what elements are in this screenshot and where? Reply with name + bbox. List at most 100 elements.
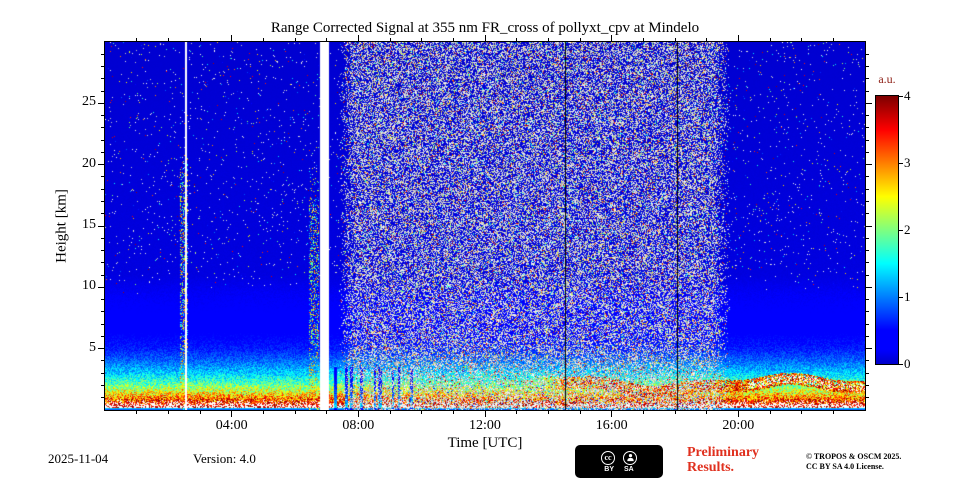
colorbar-tick-label: 0 <box>904 356 911 371</box>
cc-by-sa-badge[interactable]: cc BY SA <box>575 445 663 478</box>
x-tick-label: 16:00 <box>595 418 628 433</box>
tick-mark <box>389 411 391 414</box>
tick-mark <box>101 213 104 215</box>
tick-mark <box>101 127 104 129</box>
tick-mark <box>866 360 869 362</box>
tick-mark <box>769 38 771 41</box>
tick-mark <box>199 411 201 414</box>
tick-mark <box>674 411 676 414</box>
preliminary-line1: Preliminary <box>687 445 760 460</box>
tick-mark <box>866 188 869 190</box>
tick-mark <box>262 411 264 414</box>
y-tick-label: 15 <box>82 217 96 232</box>
colorbar-gradient <box>876 96 898 364</box>
tick-mark <box>101 250 104 252</box>
tick-mark <box>706 38 708 41</box>
x-tick-label: 08:00 <box>342 418 375 433</box>
tick-mark <box>101 262 104 264</box>
tick-mark <box>801 411 803 414</box>
badge-label: BY SA <box>599 466 638 473</box>
tick-mark <box>421 411 423 414</box>
tick-mark <box>866 397 869 399</box>
x-tick-label: 12:00 <box>469 418 501 433</box>
tick-mark <box>294 411 296 414</box>
tick-mark <box>801 38 803 41</box>
tick-mark <box>101 311 104 313</box>
tick-mark <box>167 411 169 414</box>
tick-mark <box>421 38 423 41</box>
tick-mark <box>98 348 104 350</box>
tick-mark <box>579 38 581 41</box>
tick-mark <box>199 38 201 41</box>
tick-mark <box>98 164 104 166</box>
tick-mark <box>516 411 518 414</box>
tick-mark <box>611 35 613 41</box>
tick-mark <box>101 188 104 190</box>
y-tick-label: 25 <box>82 94 96 110</box>
version-label: Version: 4.0 <box>193 451 256 466</box>
colorbar-tick-mark <box>899 162 903 164</box>
tick-mark <box>389 38 391 41</box>
tick-mark <box>101 139 104 141</box>
tick-mark <box>866 348 872 350</box>
tick-mark <box>98 225 104 227</box>
tick-mark <box>294 38 296 41</box>
tick-mark <box>101 384 104 386</box>
badge-icons: cc <box>601 450 637 465</box>
preliminary-results-note: Preliminary Results. <box>687 445 759 475</box>
tick-mark <box>101 90 104 92</box>
tick-mark <box>866 90 869 92</box>
colorbar-tick-mark <box>899 229 903 231</box>
person-icon <box>623 450 637 465</box>
tick-mark <box>866 335 869 337</box>
tick-mark <box>866 250 869 252</box>
tick-mark <box>866 286 872 288</box>
tick-mark <box>737 411 739 417</box>
tick-mark <box>357 411 359 417</box>
tick-mark <box>866 164 872 166</box>
tick-mark <box>98 102 104 104</box>
tick-mark <box>866 311 869 313</box>
tick-mark <box>101 53 104 55</box>
colorbar-title: a.u. <box>878 72 896 86</box>
tick-mark <box>101 372 104 374</box>
tick-mark <box>326 38 328 41</box>
tick-mark <box>101 200 104 202</box>
colorbar-tick-label: 1 <box>904 289 911 304</box>
tick-mark <box>866 151 869 153</box>
plot-title: Range Corrected Signal at 355 nm FR_cros… <box>270 20 700 36</box>
tick-mark <box>866 66 869 68</box>
tick-mark <box>866 78 869 80</box>
tick-mark <box>136 38 138 41</box>
tick-mark <box>866 213 869 215</box>
colorbar-tick-label: 4 <box>904 88 911 103</box>
tick-mark <box>101 397 104 399</box>
tick-mark <box>832 38 834 41</box>
preliminary-line2: Results. <box>687 460 735 475</box>
tick-mark <box>357 35 359 41</box>
colorbar-tick-mark <box>899 95 903 97</box>
tick-mark <box>866 102 872 104</box>
tick-mark <box>866 225 872 227</box>
tick-mark <box>101 274 104 276</box>
tick-mark <box>737 35 739 41</box>
tick-mark <box>866 115 869 117</box>
tick-mark <box>101 299 104 301</box>
tick-mark <box>547 411 549 414</box>
colorbar-tick-label: 2 <box>904 222 911 237</box>
tick-mark <box>484 411 486 417</box>
tick-mark <box>866 237 869 239</box>
tick-mark <box>832 411 834 414</box>
tick-mark <box>101 115 104 117</box>
badge-by-label: BY <box>604 465 614 473</box>
tick-mark <box>866 384 869 386</box>
tick-mark <box>452 38 454 41</box>
tick-mark <box>866 53 869 55</box>
x-tick-label: 20:00 <box>722 418 755 433</box>
tick-mark <box>452 411 454 414</box>
tick-mark <box>167 38 169 41</box>
measurement-date: 2025-11-04 <box>48 451 109 466</box>
y-tick-label: 20 <box>82 155 96 171</box>
tick-mark <box>866 323 869 325</box>
